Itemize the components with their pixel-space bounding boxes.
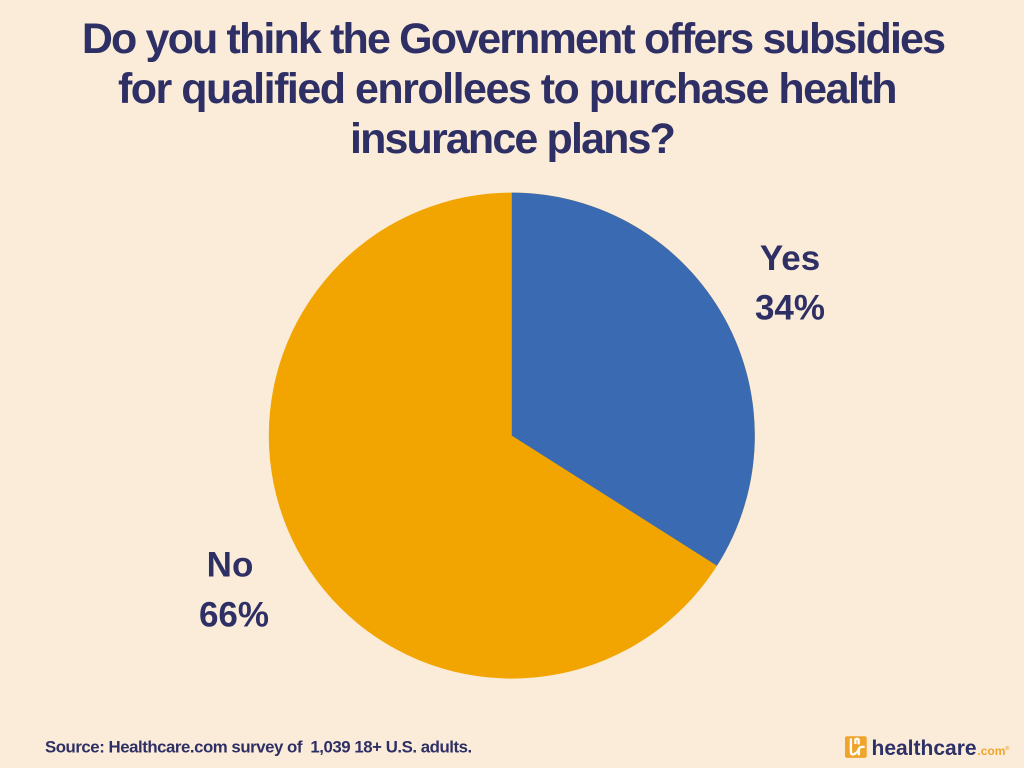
svg-text:66%: 66% [199, 595, 269, 634]
svg-text:Yes: Yes [760, 239, 820, 278]
svg-text:®: ® [1005, 745, 1009, 752]
svg-text:Do you think the Government of: Do you think the Government offers subsi… [82, 15, 945, 63]
svg-text:.com: .com [977, 744, 1005, 758]
svg-text:34%: 34% [755, 289, 825, 328]
svg-text:Source: Healthcare.com survey: Source: Healthcare.com survey of 1,039 1… [45, 738, 472, 757]
svg-text:for qualified enrollees to pur: for qualified enrollees to purchase heal… [118, 65, 896, 113]
svg-text:healthcare: healthcare [872, 737, 977, 760]
svg-text:insurance plans?: insurance plans? [350, 115, 674, 163]
svg-text:No: No [207, 546, 254, 585]
